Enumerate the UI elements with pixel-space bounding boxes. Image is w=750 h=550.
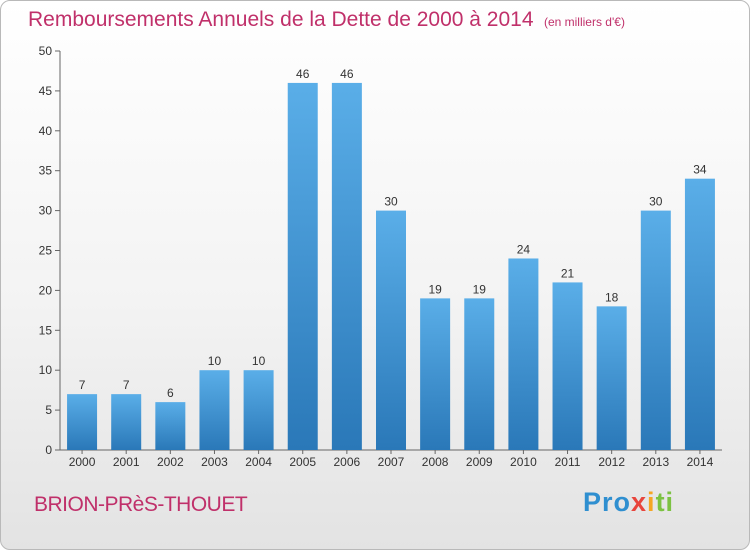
x-tick-label: 2011 [555, 455, 581, 469]
y-tick-label: 20 [39, 283, 53, 297]
chart-title: Remboursements Annuels de la Dette de 20… [28, 8, 625, 32]
x-tick-label: 2007 [378, 455, 405, 469]
x-tick-label: 2008 [422, 455, 449, 469]
commune-name: BRION-PRèS-THOUET [34, 493, 248, 516]
bar [155, 402, 186, 450]
bar [376, 210, 406, 450]
logo-part-4: ti [655, 487, 675, 517]
x-tick-label: 2004 [245, 455, 272, 469]
x-tick-label: 2010 [510, 455, 537, 469]
y-tick-label: 50 [39, 44, 53, 58]
logo-part-1: Pro [583, 487, 632, 517]
bar-value-label: 10 [208, 354, 222, 368]
y-tick-label: 5 [45, 403, 52, 417]
proxiti-logo: Proxiti [583, 487, 674, 518]
x-tick-label: 2014 [687, 455, 714, 469]
bar-value-label: 34 [693, 163, 707, 177]
bar [552, 282, 583, 450]
x-tick-label: 2002 [157, 455, 184, 469]
bar-value-label: 30 [384, 195, 398, 209]
bar [287, 82, 318, 451]
x-tick-label: 2003 [201, 455, 228, 469]
y-tick-label: 25 [39, 244, 53, 258]
x-tick-label: 2009 [466, 455, 493, 469]
bar-value-label: 18 [605, 290, 619, 304]
bar-value-label: 46 [296, 67, 310, 81]
y-tick-label: 35 [39, 164, 53, 178]
bar [67, 394, 98, 450]
x-tick-label: 2000 [69, 455, 96, 469]
x-tick-label: 2001 [113, 455, 140, 469]
chart-subtitle: (en milliers d'€) [543, 15, 625, 29]
bar-value-label: 10 [252, 354, 266, 368]
bar [111, 394, 142, 450]
bar [331, 82, 362, 451]
chart-title-main: Remboursements Annuels de la Dette de 20… [28, 8, 534, 31]
bar-value-label: 21 [561, 266, 575, 280]
y-tick-label: 30 [39, 204, 53, 218]
x-tick-label: 2005 [289, 455, 316, 469]
y-tick-label: 45 [39, 84, 53, 98]
logo-part-3: i [647, 487, 656, 517]
y-tick-label: 10 [39, 363, 53, 377]
bar-value-label: 46 [340, 67, 354, 81]
bar-value-label: 19 [428, 282, 442, 296]
bar [684, 178, 715, 450]
bar [199, 370, 230, 450]
bar-value-label: 7 [123, 378, 130, 392]
y-tick-label: 40 [39, 124, 53, 138]
x-tick-label: 2013 [642, 455, 669, 469]
bar-value-label: 19 [473, 282, 487, 296]
bar-value-label: 6 [167, 386, 174, 400]
bar [420, 298, 451, 450]
bar [508, 258, 539, 450]
x-tick-label: 2006 [334, 455, 361, 469]
logo-part-2: x [631, 487, 648, 517]
bar-value-label: 24 [517, 242, 531, 256]
bar [464, 298, 495, 450]
y-tick-label: 15 [39, 323, 53, 337]
x-tick-label: 2012 [598, 455, 625, 469]
bar [243, 370, 274, 450]
y-tick-label: 0 [45, 443, 52, 457]
bar-value-label: 30 [649, 195, 663, 209]
bar [596, 306, 627, 450]
bar-value-label: 7 [79, 378, 86, 392]
bar [640, 210, 671, 450]
